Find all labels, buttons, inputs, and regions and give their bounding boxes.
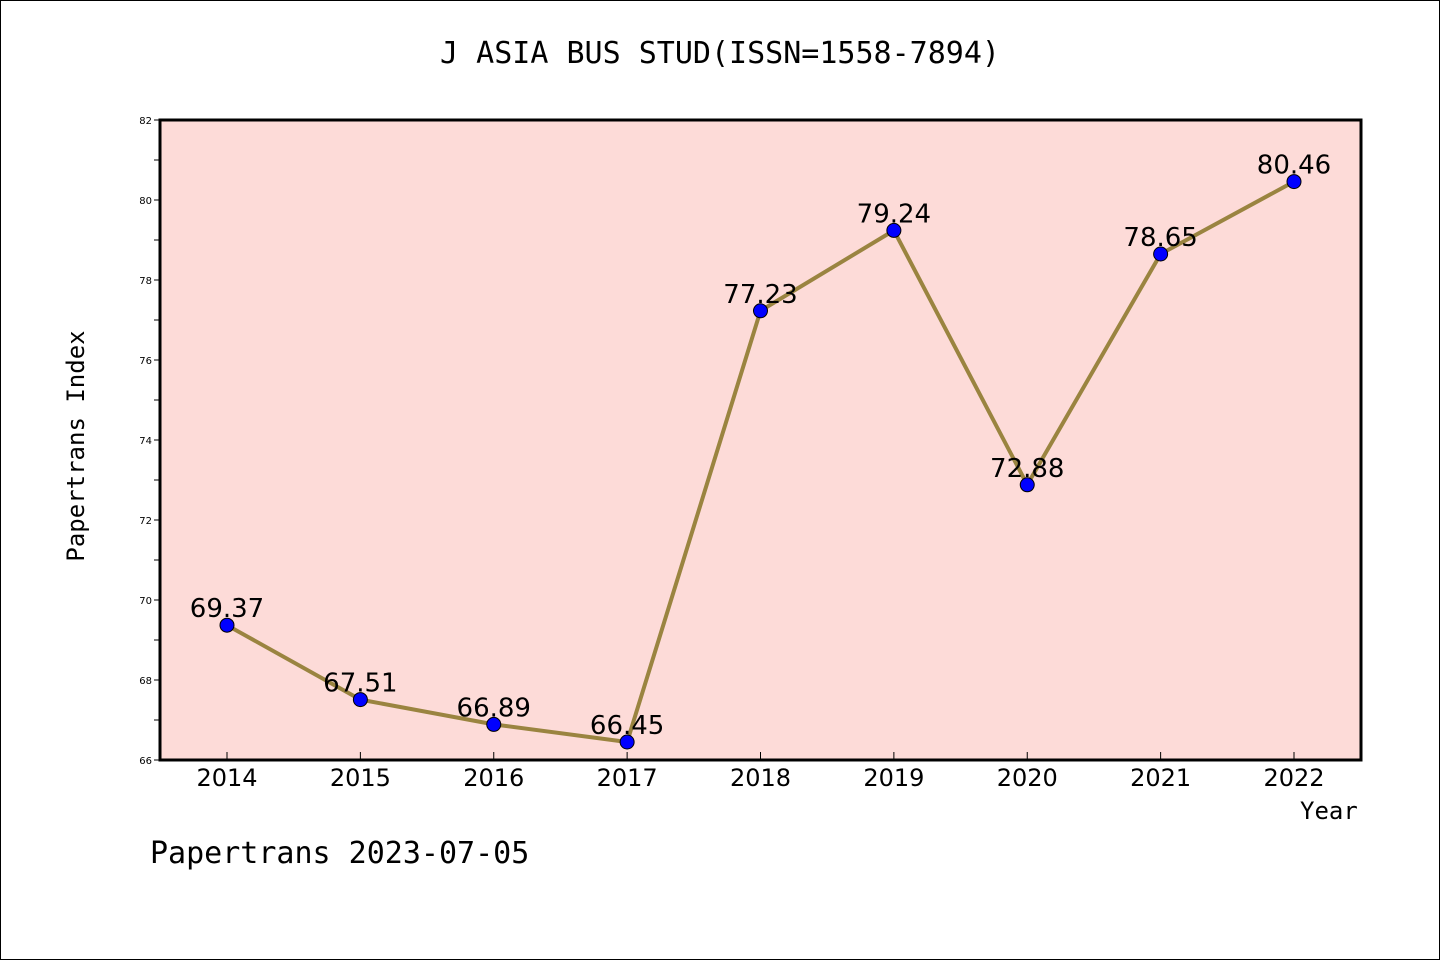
data-label: 72.88 xyxy=(990,454,1064,484)
data-label: 66.45 xyxy=(590,711,664,741)
y-tick-label: 76 xyxy=(139,356,152,367)
x-tick-label: 2018 xyxy=(730,764,791,792)
data-label: 79.24 xyxy=(857,199,931,229)
y-tick-label: 80 xyxy=(139,196,152,207)
x-tick-label: 2015 xyxy=(330,764,391,792)
x-axis-label: Year xyxy=(1300,797,1358,825)
y-tick-label: 70 xyxy=(139,596,152,607)
data-label: 67.51 xyxy=(323,669,397,699)
data-point xyxy=(1153,246,1169,262)
y-tick-label: 82 xyxy=(139,116,152,127)
y-tick-label: 66 xyxy=(139,756,152,767)
y-tick-label: 72 xyxy=(139,516,152,527)
footer-stamp: Papertrans 2023-07-05 xyxy=(150,836,530,871)
data-point xyxy=(486,716,502,732)
data-point xyxy=(753,303,768,319)
data-point xyxy=(1019,477,1035,493)
y-axis-ticks: 66 68 70 72 74 76 78 80 82 xyxy=(139,116,160,767)
x-tick-label: 2019 xyxy=(863,764,924,792)
y-tick-label: 68 xyxy=(139,676,152,687)
x-tick-label: 2017 xyxy=(597,764,658,792)
data-point xyxy=(886,222,902,238)
x-tick-label: 2021 xyxy=(1130,764,1191,792)
data-point xyxy=(352,692,368,708)
x-axis-ticks: 2014 2015 2016 2017 2018 2019 2020 2021 2022 xyxy=(196,752,1325,792)
data-label: 69.37 xyxy=(190,594,264,624)
data-point xyxy=(219,617,235,633)
plot-border xyxy=(158,118,1363,762)
data-label: 80.46 xyxy=(1257,151,1331,181)
data-point xyxy=(619,734,635,750)
y-tick-label: 74 xyxy=(139,436,152,447)
y-tick-label: 78 xyxy=(139,276,152,287)
series-group xyxy=(219,174,1302,750)
data-label: 78.65 xyxy=(1123,223,1197,253)
x-tick-label: 2020 xyxy=(997,764,1058,792)
data-label: 66.89 xyxy=(457,693,531,723)
plot-area xyxy=(160,120,1361,760)
data-point xyxy=(1286,174,1302,190)
x-tick-label: 2016 xyxy=(463,764,524,792)
data-label: 77.23 xyxy=(723,280,797,310)
x-tick-label: 2014 xyxy=(196,764,257,792)
x-tick-label: 2022 xyxy=(1263,764,1324,792)
data-labels: 69.37 67.51 66.89 66.45 77.23 79.24 72.88 78.65… xyxy=(190,151,1331,741)
chart-title: J ASIA BUS STUD(ISSN=1558-7894) xyxy=(440,36,1000,71)
